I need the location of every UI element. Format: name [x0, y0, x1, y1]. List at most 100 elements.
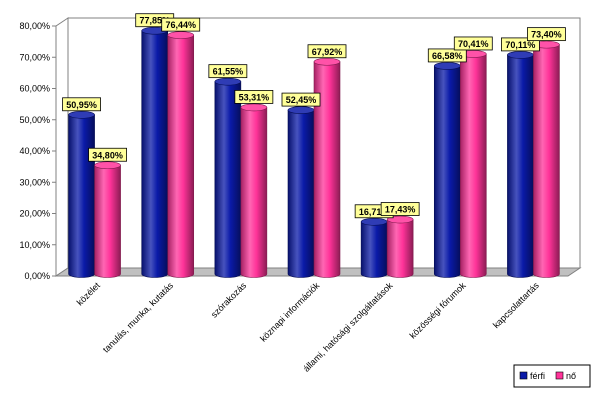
bar	[459, 50, 487, 278]
bar-top	[313, 57, 341, 66]
side-wall	[55, 17, 69, 277]
data-label-box	[307, 44, 347, 59]
data-label-box	[527, 27, 566, 42]
bar	[360, 217, 388, 278]
data-label: 61,55%	[208, 64, 248, 79]
x-tick-label: köznapi információk	[258, 280, 322, 344]
bar-series	[68, 26, 560, 278]
data-label-text: 17,43%	[385, 205, 416, 215]
bar-body	[533, 44, 560, 278]
bar-body	[94, 164, 121, 278]
data-label-text: 77,85%	[139, 16, 170, 26]
x-tick-label: közélet	[75, 280, 103, 308]
bar	[141, 26, 169, 278]
y-tick-label: 50,00%	[19, 115, 50, 125]
bar	[386, 215, 414, 278]
data-label-box	[501, 37, 540, 52]
data-label-text: 73,40%	[531, 30, 562, 40]
legend-box	[513, 364, 591, 388]
data-label-box	[234, 90, 274, 104]
data-label: 66,58%	[427, 48, 467, 63]
data-label-text: 70,11%	[505, 40, 535, 50]
y-axis: 0,00% 10,00% 20,00% 30,00% 40,00% 50,00% 60,00…	[19, 21, 57, 281]
data-label: 17,43%	[380, 202, 420, 216]
y-tick-label: 20,00%	[19, 209, 50, 219]
data-label: 50,95%	[62, 97, 101, 112]
data-label-box	[161, 17, 201, 32]
data-label: 73,40%	[527, 27, 566, 42]
data-label-text: 34,80%	[92, 150, 123, 160]
bar	[167, 31, 195, 278]
data-label: 53,31%	[234, 90, 274, 104]
bar-body	[313, 61, 341, 278]
bar-body	[386, 219, 414, 278]
legend-swatch	[555, 371, 564, 380]
x-tick-label: tanulás, munka, kutatás	[101, 280, 176, 355]
legend-label: nő	[566, 371, 576, 381]
data-label-box	[208, 64, 248, 79]
data-label-text: 53,31%	[239, 92, 270, 102]
bar-body	[360, 221, 388, 278]
legend-label: férfi	[530, 371, 545, 381]
y-tick-label: 60,00%	[19, 84, 50, 94]
data-label-text: 70,41%	[458, 39, 489, 49]
bar-body	[240, 107, 268, 278]
bar-body	[459, 53, 487, 278]
data-label: 34,80%	[88, 147, 127, 162]
y-tick-label: 30,00%	[19, 177, 50, 187]
bar-body	[214, 81, 242, 278]
bar	[240, 103, 268, 278]
x-tick-label: állami, hatósági szolgáltatások	[301, 280, 395, 374]
bar	[68, 110, 95, 278]
bar-top	[287, 106, 315, 114]
data-label-text: 50,95%	[66, 100, 97, 110]
y-tick-label: 10,00%	[19, 240, 50, 250]
bar-top	[507, 51, 534, 59]
data-label-text: 67,92%	[312, 47, 343, 57]
data-label: 52,45%	[281, 92, 321, 107]
bar-top	[68, 110, 95, 119]
bar-body	[167, 34, 195, 278]
bar-top	[433, 62, 461, 70]
bar-top	[240, 103, 268, 112]
data-label-text: 76,44%	[165, 20, 196, 30]
data-label-box	[380, 202, 420, 216]
bar-top	[214, 77, 242, 86]
data-label-box	[88, 147, 127, 162]
data-label-text: 52,45%	[286, 95, 317, 105]
data-label: 67,92%	[307, 44, 347, 59]
bar	[433, 62, 461, 278]
bar	[313, 57, 341, 278]
bar	[94, 161, 121, 278]
bar-top	[360, 217, 388, 226]
legend-swatch	[519, 371, 528, 380]
data-label-text: 61,55%	[213, 67, 244, 77]
bar-body	[507, 54, 534, 278]
bar-top	[94, 161, 121, 170]
y-tick-label: 80,00%	[19, 21, 50, 31]
data-label: 76,44%	[161, 17, 201, 32]
data-label-box	[427, 48, 467, 63]
y-tick-label: 0,00%	[24, 271, 50, 281]
bar	[287, 106, 315, 278]
data-label-box	[281, 92, 321, 107]
data-label-box	[62, 97, 101, 112]
data-label: 70,41%	[453, 36, 493, 51]
bar-body	[141, 30, 169, 278]
data-label: 70,11%	[501, 37, 540, 52]
data-label-text: 16,71%	[359, 207, 390, 217]
data-label-text: 66,58%	[432, 51, 463, 61]
data-labels: 50,95% 34,80% 77,85%76,44% 61,55% 53,31% 52,4…	[62, 13, 566, 219]
y-tick-label: 40,00%	[19, 146, 50, 156]
bar	[214, 77, 242, 278]
bar	[533, 40, 560, 278]
bar-top	[386, 215, 414, 224]
bar	[507, 51, 534, 278]
x-tick-label: közösségi fórumok	[408, 280, 468, 340]
bar-body	[68, 114, 95, 278]
bar-body	[287, 109, 315, 278]
data-label-box	[453, 36, 493, 51]
x-tick-label: kapcsolattartás	[491, 280, 541, 330]
bar-body	[433, 65, 461, 278]
